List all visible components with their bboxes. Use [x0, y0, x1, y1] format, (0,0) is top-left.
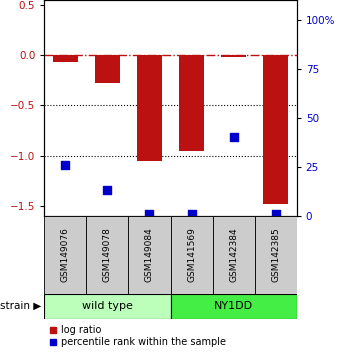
Text: GSM142384: GSM142384 — [229, 228, 238, 282]
Point — [105, 188, 110, 193]
Bar — [44, 294, 170, 319]
Bar — [170, 294, 297, 319]
Bar — [137, 55, 162, 161]
Bar — [170, 216, 212, 294]
Bar — [255, 216, 297, 294]
Point — [189, 211, 194, 217]
Legend: log ratio, percentile rank within the sample: log ratio, percentile rank within the sa… — [49, 325, 226, 347]
Text: wild type: wild type — [82, 301, 133, 311]
Bar — [179, 55, 204, 151]
Bar — [129, 216, 170, 294]
Text: GSM142385: GSM142385 — [271, 228, 280, 282]
Bar — [221, 55, 246, 57]
Text: strain ▶: strain ▶ — [0, 301, 41, 311]
Bar — [86, 216, 129, 294]
Text: GSM149084: GSM149084 — [145, 228, 154, 282]
Bar — [44, 216, 86, 294]
Bar — [53, 55, 78, 62]
Text: GSM141569: GSM141569 — [187, 227, 196, 282]
Text: NY1DD: NY1DD — [214, 301, 253, 311]
Bar — [212, 216, 255, 294]
Point — [231, 135, 236, 140]
Point — [147, 211, 152, 217]
Bar — [95, 55, 120, 83]
Text: GSM149078: GSM149078 — [103, 227, 112, 282]
Text: GSM149076: GSM149076 — [61, 227, 70, 282]
Point — [63, 162, 68, 168]
Bar — [263, 55, 288, 204]
Point — [273, 211, 278, 217]
